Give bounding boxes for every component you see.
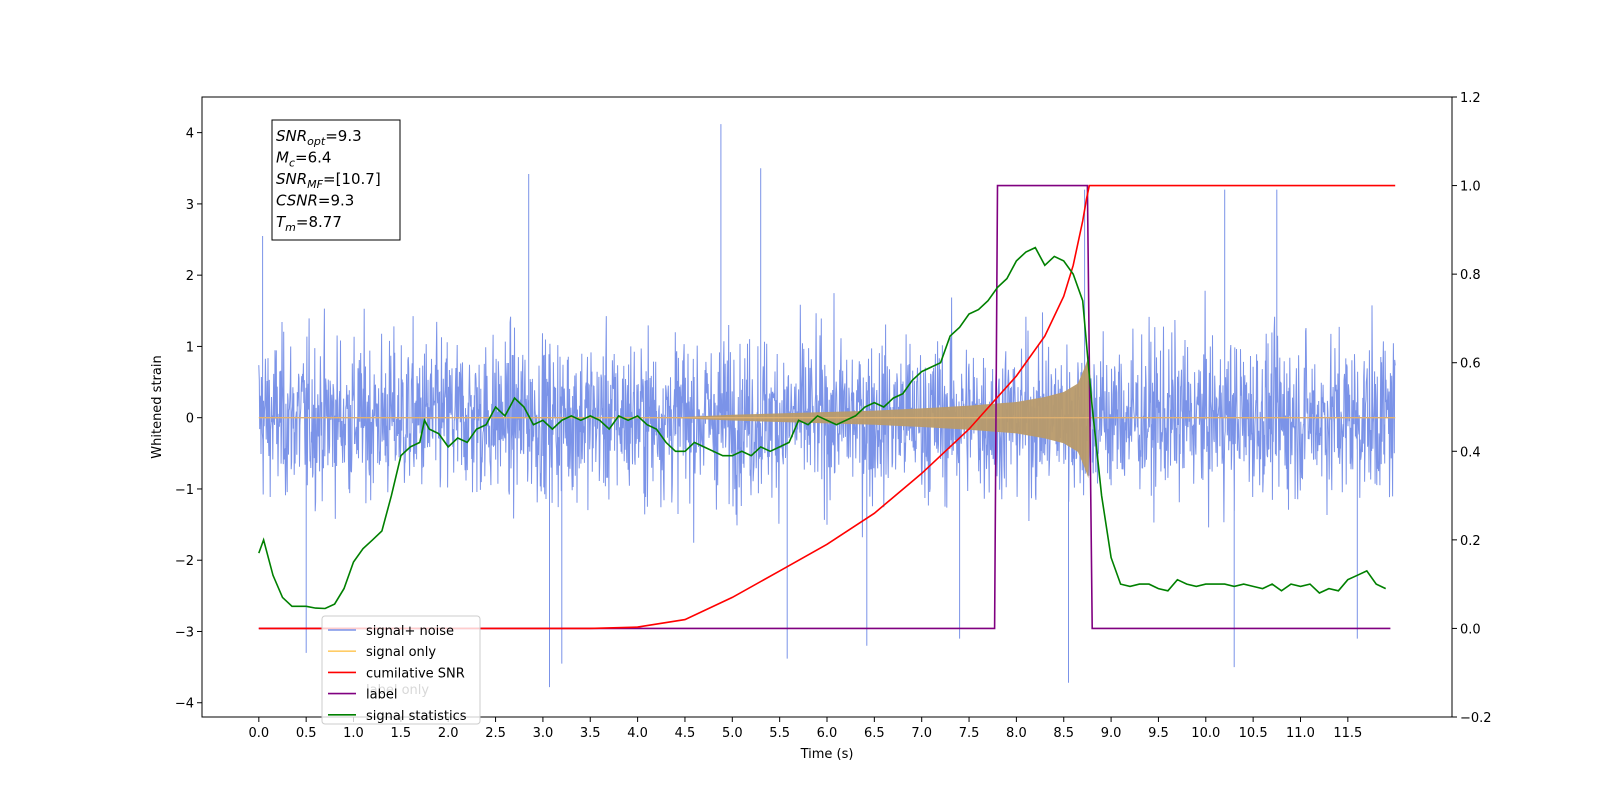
x-tick-label: 11.5 [1333, 726, 1362, 741]
x-tick-label: 1.5 [391, 726, 412, 741]
left-y-tick-label: 2 [186, 269, 194, 284]
right-y-tick-label: 0.6 [1460, 357, 1481, 372]
left-y-tick-label: 4 [186, 127, 194, 142]
x-axis-label: Time (s) [800, 747, 854, 762]
signal-statistics-series [258, 246, 1387, 610]
left-y-axis: −4 −3 −2 −1 0 1 2 3 4 [175, 127, 202, 712]
x-tick-label: 5.0 [722, 726, 743, 741]
label-series [258, 184, 1391, 630]
legend-hidden-label: label only [366, 683, 429, 698]
annotation-frame [271, 119, 401, 241]
x-tick-label: 10.0 [1191, 726, 1220, 741]
left-y-tick-label: 0 [186, 412, 194, 427]
legend-label: signal only [366, 645, 436, 660]
x-tick-label: 9.5 [1148, 726, 1169, 741]
legend-label: signal statistics [366, 709, 467, 724]
annotation-line: CSNR=9.3 [276, 192, 354, 210]
x-tick-label: 1.0 [343, 726, 364, 741]
x-tick-label: 7.0 [911, 726, 932, 741]
left-y-tick-label: −2 [175, 554, 194, 569]
legend-label: signal+ noise [366, 624, 454, 639]
legend-label: cumilative SNR [366, 666, 465, 681]
x-tick-label: 5.5 [769, 726, 790, 741]
x-tick-label: 7.5 [959, 726, 980, 741]
x-tick-label: 4.0 [627, 726, 648, 741]
right-y-tick-label: 1.2 [1460, 91, 1481, 106]
plot-area [258, 124, 1396, 688]
x-tick-label: 0.5 [296, 726, 317, 741]
legend-label: label [366, 688, 397, 703]
left-y-tick-label: −1 [175, 483, 194, 498]
left-y-tick-label: 1 [186, 340, 194, 355]
x-tick-label: 9.0 [1101, 726, 1122, 741]
x-tick-label: 3.0 [533, 726, 554, 741]
legend: label only signal+ noise signal only cumila… [321, 615, 481, 725]
right-y-tick-label: 1.0 [1460, 180, 1481, 195]
x-tick-label: 10.5 [1239, 726, 1268, 741]
left-y-tick-label: 3 [186, 198, 194, 213]
annotation-line: SNRMF=[10.7] [276, 170, 381, 191]
right-y-tick-label: 0.4 [1460, 445, 1481, 460]
x-tick-label: 11.0 [1286, 726, 1315, 741]
x-tick-label: 6.5 [864, 726, 885, 741]
right-y-tick-label: 0.8 [1460, 268, 1481, 283]
left-y-tick-label: −3 [175, 625, 194, 640]
right-y-tick-label: 0.2 [1460, 534, 1481, 549]
x-tick-label: 6.0 [817, 726, 838, 741]
annotation-line: Mc=6.4 [276, 149, 331, 170]
right-y-axis: −0.2 0.0 0.2 0.4 0.6 0.8 1.0 1.2 [1452, 91, 1492, 726]
y-axis-label: Whitened strain [150, 355, 165, 458]
annotation-line: Tm=8.77 [276, 213, 342, 234]
right-y-tick-label: 0.0 [1460, 622, 1481, 637]
x-tick-label: 2.5 [485, 726, 506, 741]
x-tick-label: 0.0 [248, 726, 269, 741]
annotation-line: SNRopt=9.3 [276, 127, 362, 148]
right-y-tick-label: −0.2 [1460, 711, 1492, 726]
left-y-tick-label: −4 [175, 697, 194, 712]
x-tick-label: 3.5 [580, 726, 601, 741]
x-tick-label: 8.5 [1053, 726, 1074, 741]
x-axis: 0.0 0.5 1.0 1.5 2.0 2.5 3.0 3.5 4.0 4.5 5.0 5.5 6.0 6… [248, 717, 1362, 741]
x-tick-label: 4.5 [675, 726, 696, 741]
cumulative-snr-series [258, 184, 1396, 630]
x-tick-label: 2.0 [438, 726, 459, 741]
legend-frame [321, 615, 481, 725]
signal-noise-series [258, 124, 1396, 688]
x-tick-label: 8.0 [1006, 726, 1027, 741]
